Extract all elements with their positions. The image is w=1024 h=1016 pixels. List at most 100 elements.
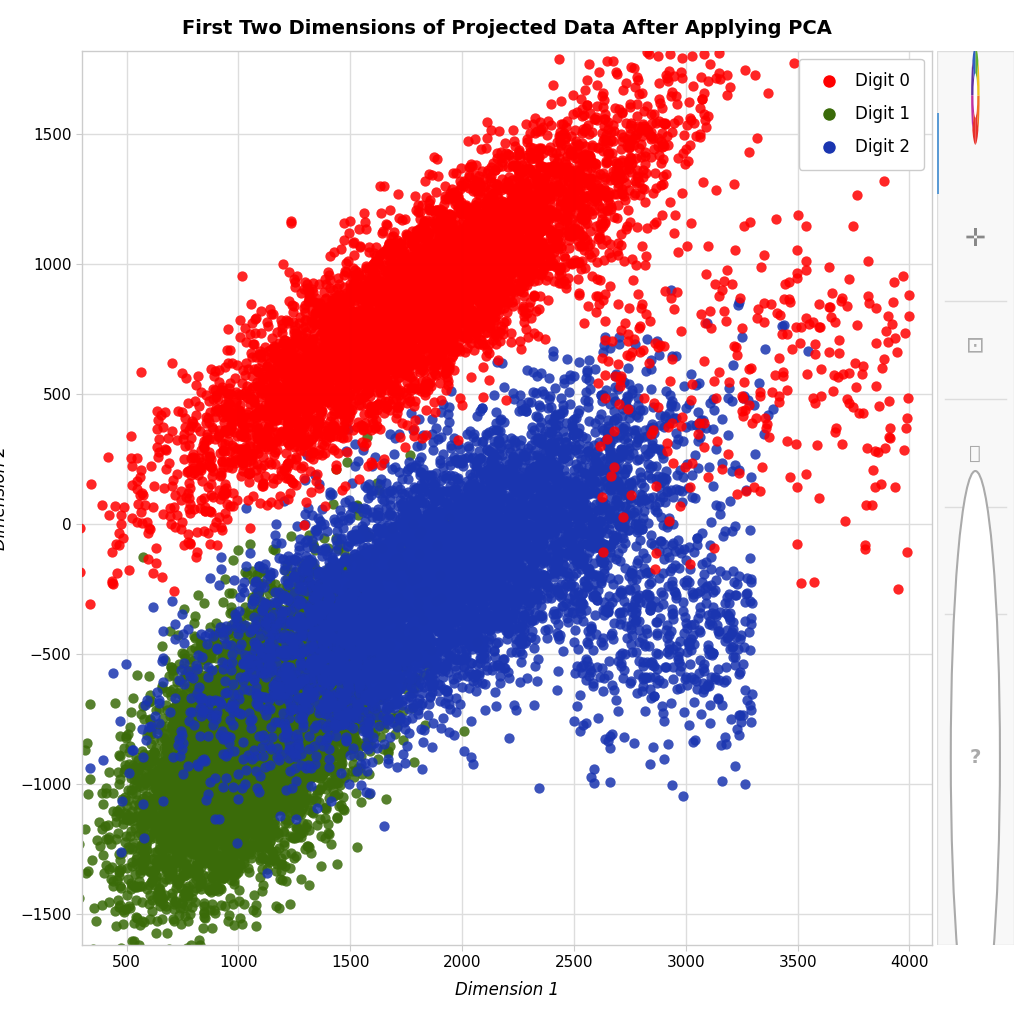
Point <box>258 698 274 714</box>
Point <box>349 340 366 357</box>
Point <box>562 396 579 412</box>
Point <box>443 587 460 604</box>
Point <box>357 527 374 544</box>
Point <box>208 799 224 815</box>
Point <box>290 721 306 738</box>
Point <box>316 671 333 687</box>
Point <box>453 258 469 274</box>
Point <box>391 276 408 293</box>
Point <box>337 355 353 371</box>
Point <box>391 653 408 670</box>
Point <box>280 315 296 331</box>
Point <box>160 747 176 763</box>
Point <box>483 448 500 464</box>
Point <box>232 415 249 431</box>
Point <box>371 317 387 333</box>
Point <box>251 640 267 656</box>
Point <box>425 327 441 343</box>
Point <box>145 791 162 808</box>
Point <box>390 295 407 311</box>
Point <box>528 227 545 243</box>
Point <box>201 773 217 789</box>
Point <box>267 816 284 832</box>
Point <box>487 484 504 500</box>
Point <box>498 521 514 537</box>
Point <box>735 390 752 406</box>
Point <box>399 545 416 561</box>
Point <box>244 819 260 835</box>
Point <box>624 385 640 401</box>
Point <box>217 673 233 689</box>
Point <box>356 697 373 713</box>
Point <box>345 568 361 584</box>
Point <box>359 692 376 708</box>
Point <box>336 715 352 732</box>
Point <box>276 642 293 658</box>
Point <box>244 759 260 775</box>
Point <box>484 548 501 564</box>
Point <box>526 507 543 523</box>
Point <box>426 552 442 568</box>
Point <box>173 839 189 855</box>
Point <box>313 626 330 642</box>
Point <box>344 625 360 641</box>
Point <box>191 398 208 415</box>
Point <box>700 616 717 632</box>
Point <box>592 669 608 685</box>
Point <box>388 302 404 318</box>
Point <box>597 171 613 187</box>
Point <box>582 380 598 396</box>
Point <box>528 173 545 189</box>
Point <box>298 552 314 568</box>
Point <box>464 255 480 271</box>
Point <box>434 446 451 462</box>
Point <box>719 622 735 638</box>
Point <box>190 707 207 723</box>
Point <box>434 566 451 582</box>
Point <box>112 801 128 817</box>
Point <box>316 580 333 596</box>
Point <box>234 732 251 748</box>
Point <box>302 362 318 378</box>
Point <box>250 361 266 377</box>
Point <box>184 690 201 706</box>
Point <box>595 630 611 646</box>
Point <box>349 571 366 587</box>
Point <box>654 115 671 131</box>
Point <box>306 594 323 611</box>
Point <box>673 546 689 562</box>
Point <box>547 495 563 511</box>
Point <box>517 179 534 195</box>
Point <box>281 414 297 430</box>
Point <box>494 221 510 238</box>
Point <box>428 658 444 675</box>
Point <box>243 654 259 671</box>
Point <box>365 318 381 334</box>
Point <box>403 306 420 322</box>
Point <box>308 473 325 490</box>
Point <box>504 454 520 470</box>
Point <box>374 225 390 241</box>
Point <box>504 498 520 514</box>
Point <box>307 542 324 558</box>
Point <box>568 542 585 558</box>
Point <box>406 479 422 495</box>
Point <box>417 666 433 683</box>
Point <box>308 782 325 799</box>
Point <box>268 695 285 711</box>
Point <box>486 472 503 489</box>
Point <box>250 692 266 708</box>
Point <box>370 629 386 645</box>
Point <box>551 544 567 560</box>
Point <box>271 614 288 630</box>
Point <box>396 337 413 354</box>
Point <box>204 869 220 885</box>
Point <box>270 640 287 656</box>
Point <box>478 324 495 340</box>
Point <box>341 287 357 303</box>
Point <box>247 617 263 633</box>
Point <box>417 289 433 305</box>
Point <box>248 904 264 920</box>
Point <box>555 372 571 388</box>
Point <box>718 605 734 621</box>
